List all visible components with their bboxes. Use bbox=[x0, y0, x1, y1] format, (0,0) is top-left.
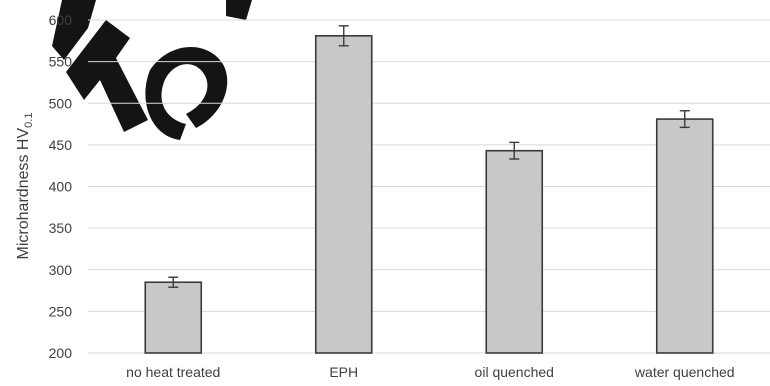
bar-water-quenched bbox=[655, 118, 714, 354]
bar-no-heat-treated bbox=[144, 281, 203, 354]
error-bar bbox=[509, 141, 520, 160]
x-tick-label: EPH bbox=[329, 364, 358, 380]
bar-oil-quenched bbox=[485, 149, 544, 354]
y-tick-label: 400 bbox=[49, 179, 73, 195]
bars bbox=[144, 25, 714, 354]
x-axis: no heat treated EPH oil quenched water quen… bbox=[126, 364, 734, 380]
x-tick-label: no heat treated bbox=[126, 364, 220, 380]
y-tick-label: 600 bbox=[49, 12, 73, 28]
x-tick-label: oil quenched bbox=[475, 364, 554, 380]
bar-eph bbox=[314, 35, 373, 354]
y-tick-label: 200 bbox=[49, 345, 73, 361]
watermark-logo bbox=[52, 0, 252, 140]
y-tick-label: 300 bbox=[49, 262, 73, 278]
y-tick-label: 550 bbox=[49, 54, 73, 70]
x-tick-label: water quenched bbox=[634, 364, 735, 380]
y-tick-label: 450 bbox=[49, 137, 73, 153]
error-bar bbox=[338, 25, 349, 47]
y-tick-label: 250 bbox=[49, 303, 73, 319]
error-bar bbox=[679, 110, 690, 129]
y-axis: 200 250 300 350 400 450 500 550 600 bbox=[49, 12, 73, 361]
error-bar bbox=[168, 276, 179, 288]
y-tick-label: 350 bbox=[49, 220, 73, 236]
y-tick-label: 500 bbox=[49, 95, 73, 111]
y-axis-title: Microhardness HV0.1 bbox=[15, 113, 35, 260]
